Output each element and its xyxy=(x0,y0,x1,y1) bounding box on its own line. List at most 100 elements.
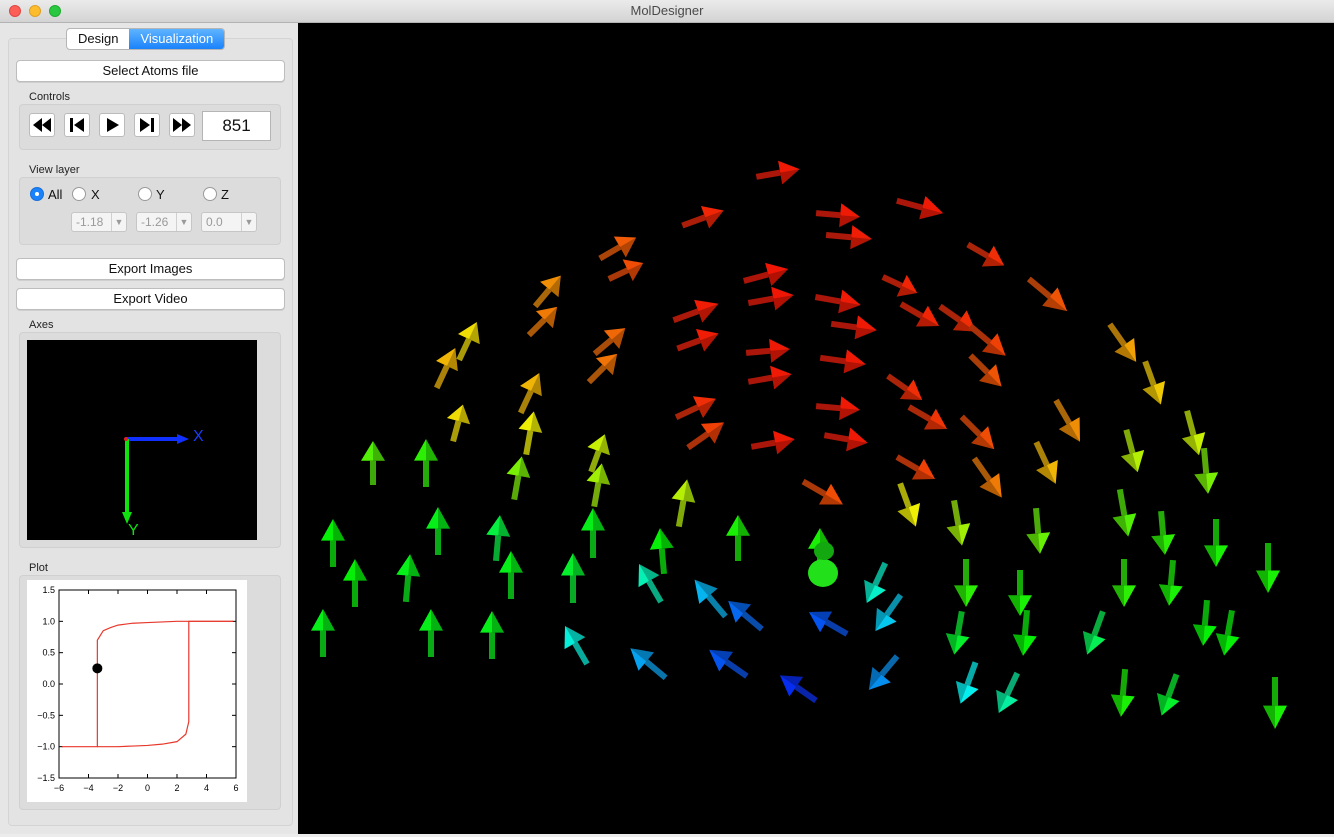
spin-arrow xyxy=(676,328,719,352)
spin-arrow xyxy=(881,274,918,297)
radio-y[interactable] xyxy=(138,187,152,201)
spin-arrow xyxy=(1120,428,1145,473)
spin-arrow xyxy=(945,610,970,655)
spin-arrow xyxy=(709,649,749,679)
spin-arrow xyxy=(726,515,750,561)
spin-arrow xyxy=(1192,599,1217,646)
minimize-window-button[interactable] xyxy=(29,5,41,17)
x-layer-value: -1.18 xyxy=(76,215,104,229)
spin-arrow xyxy=(486,515,511,562)
spin-arrow xyxy=(801,478,843,505)
close-window-button[interactable] xyxy=(9,5,21,17)
spin-arrow xyxy=(755,160,800,185)
y-tick-label: −1.0 xyxy=(37,742,55,752)
spin-arrow xyxy=(581,508,605,558)
spin-arrow xyxy=(1112,488,1137,537)
spin-arrow xyxy=(506,456,531,501)
tab-design[interactable]: Design xyxy=(78,31,119,46)
select-atoms-file-button[interactable]: Select Atoms file xyxy=(16,60,285,82)
spin-field-canvas xyxy=(311,160,1287,729)
radio-all[interactable] xyxy=(30,187,44,201)
spin-arrow xyxy=(456,321,480,362)
z-layer-select[interactable]: 0.0 ▼ xyxy=(201,212,257,232)
play-button[interactable] xyxy=(99,113,125,137)
spin-arrow xyxy=(825,225,872,250)
radio-y-label: Y xyxy=(156,187,165,202)
radio-x[interactable] xyxy=(72,187,86,201)
plot-frame xyxy=(58,589,237,779)
spin-arrow xyxy=(954,559,978,607)
chevron-down-icon: ▼ xyxy=(111,213,126,231)
x-tick-label: 4 xyxy=(204,783,209,793)
spin-arrow xyxy=(564,625,590,666)
x-tick-label: −6 xyxy=(54,783,64,793)
spin-arrow xyxy=(321,519,345,567)
frame-number-field[interactable]: 851 xyxy=(202,111,271,141)
spin-arrow xyxy=(396,554,421,603)
spin-arrow xyxy=(1026,507,1051,554)
spin-arrow xyxy=(747,365,792,390)
x-layer-select[interactable]: -1.18 ▼ xyxy=(71,212,127,232)
spin-arrow xyxy=(1033,440,1058,484)
spin-arrow xyxy=(1256,543,1280,593)
spin-arrow xyxy=(499,551,523,599)
spin-arrow xyxy=(743,262,789,286)
spin-arrow xyxy=(649,528,674,575)
mode-tabs: Design Visualization xyxy=(66,28,226,50)
spin-arrow xyxy=(815,203,860,228)
fast-forward-button[interactable] xyxy=(169,113,195,137)
step-forward-button[interactable] xyxy=(134,113,160,137)
spin-arrow xyxy=(1194,447,1219,494)
3d-viewport[interactable] xyxy=(298,23,1334,834)
x-tick-label: 6 xyxy=(233,783,238,793)
spin-arrow xyxy=(779,675,818,704)
spin-arrow xyxy=(480,611,504,659)
maximize-window-button[interactable] xyxy=(49,5,61,17)
spin-arrow xyxy=(526,306,558,338)
spin-arrow xyxy=(587,434,610,473)
spin-arrow xyxy=(868,654,900,690)
spin-arrow xyxy=(598,236,637,262)
spin-arrow xyxy=(830,315,877,340)
spin-arrow xyxy=(996,671,1021,713)
spin-arrow xyxy=(815,396,860,421)
y-tick-label: 0.5 xyxy=(42,648,55,658)
tab-visualization[interactable]: Visualization xyxy=(129,29,225,49)
window-titlebar: MolDesigner xyxy=(0,0,1334,23)
spin-arrow xyxy=(946,499,971,546)
spin-arrow xyxy=(897,482,921,527)
spin-arrow xyxy=(895,454,936,480)
spin-arrow xyxy=(955,661,979,704)
spin-arrow xyxy=(1263,677,1287,729)
spin-arrow xyxy=(814,289,861,314)
spin-arrow xyxy=(686,422,725,451)
radio-z[interactable] xyxy=(203,187,217,201)
rewind-button[interactable] xyxy=(29,113,55,137)
spin-arrow xyxy=(1008,570,1032,616)
spin-arrow xyxy=(823,427,868,452)
spin-arrow xyxy=(311,609,335,657)
y-layer-select[interactable]: -1.26 ▼ xyxy=(136,212,192,232)
spin-arrow xyxy=(875,593,904,632)
spin-arrow xyxy=(968,323,1006,356)
spin-arrow xyxy=(1082,610,1106,655)
spin-arrow xyxy=(971,456,1002,498)
y-tick-label: −0.5 xyxy=(37,710,55,720)
y-tick-label: 1.5 xyxy=(42,585,55,595)
spin-arrow xyxy=(419,609,443,657)
export-images-button[interactable]: Export Images xyxy=(16,258,285,280)
spin-arrow xyxy=(750,430,795,455)
spin-arrow xyxy=(896,196,944,220)
spin-arrow xyxy=(361,441,385,485)
spin-arrow xyxy=(681,205,724,229)
axes-gizmo: X Y xyxy=(122,428,204,539)
x-tick-label: 0 xyxy=(145,783,150,793)
spin-arrow xyxy=(446,404,471,443)
spin-arrow xyxy=(671,479,696,528)
axes-view: X Y xyxy=(27,340,257,540)
spin-arrow xyxy=(907,404,948,430)
export-video-button[interactable]: Export Video xyxy=(16,288,285,310)
current-state-marker xyxy=(92,663,103,674)
step-back-button[interactable] xyxy=(64,113,90,137)
spin-arrow xyxy=(586,463,611,508)
